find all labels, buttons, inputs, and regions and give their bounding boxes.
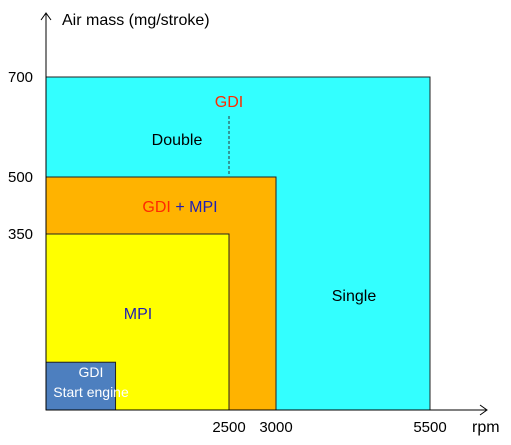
- region-labels: Single Double GDI GDI + MPI MPI GDI Star…: [53, 94, 376, 400]
- gdi-start-line1: GDI: [79, 364, 104, 380]
- x-axis-arrow: [479, 404, 488, 416]
- double-label: Double: [152, 132, 203, 149]
- x-axis-label: rpm: [472, 419, 500, 436]
- y-axis-arrow: [40, 12, 52, 21]
- mpi-mix-text: MPI: [189, 199, 217, 216]
- y-axis-label: Air mass (mg/stroke): [62, 12, 210, 29]
- gdi-mpi-label: GDI + MPI: [142, 199, 217, 216]
- x-tick-label: 3000: [259, 419, 292, 436]
- y-tick-label: 700: [8, 69, 33, 86]
- x-tick-label: 2500: [212, 419, 245, 436]
- ticks-layer: 2500 3000 5500 350 500 700: [8, 69, 447, 436]
- gdi-top-label: GDI: [215, 94, 243, 111]
- axes-layer: Air mass (mg/stroke) rpm: [40, 12, 500, 436]
- regions-layer: [45, 76, 431, 411]
- region-gdi-start: [45, 361, 117, 411]
- gdi-mix-text: GDI: [142, 199, 170, 216]
- plus-text: +: [171, 199, 189, 216]
- x-tick-label: 5500: [413, 419, 446, 436]
- gdi-start-line2: Start engine: [53, 384, 129, 400]
- single-label: Single: [332, 288, 377, 305]
- y-tick-label: 500: [8, 169, 33, 186]
- mpi-label: MPI: [124, 306, 152, 323]
- y-tick-label: 350: [8, 226, 33, 243]
